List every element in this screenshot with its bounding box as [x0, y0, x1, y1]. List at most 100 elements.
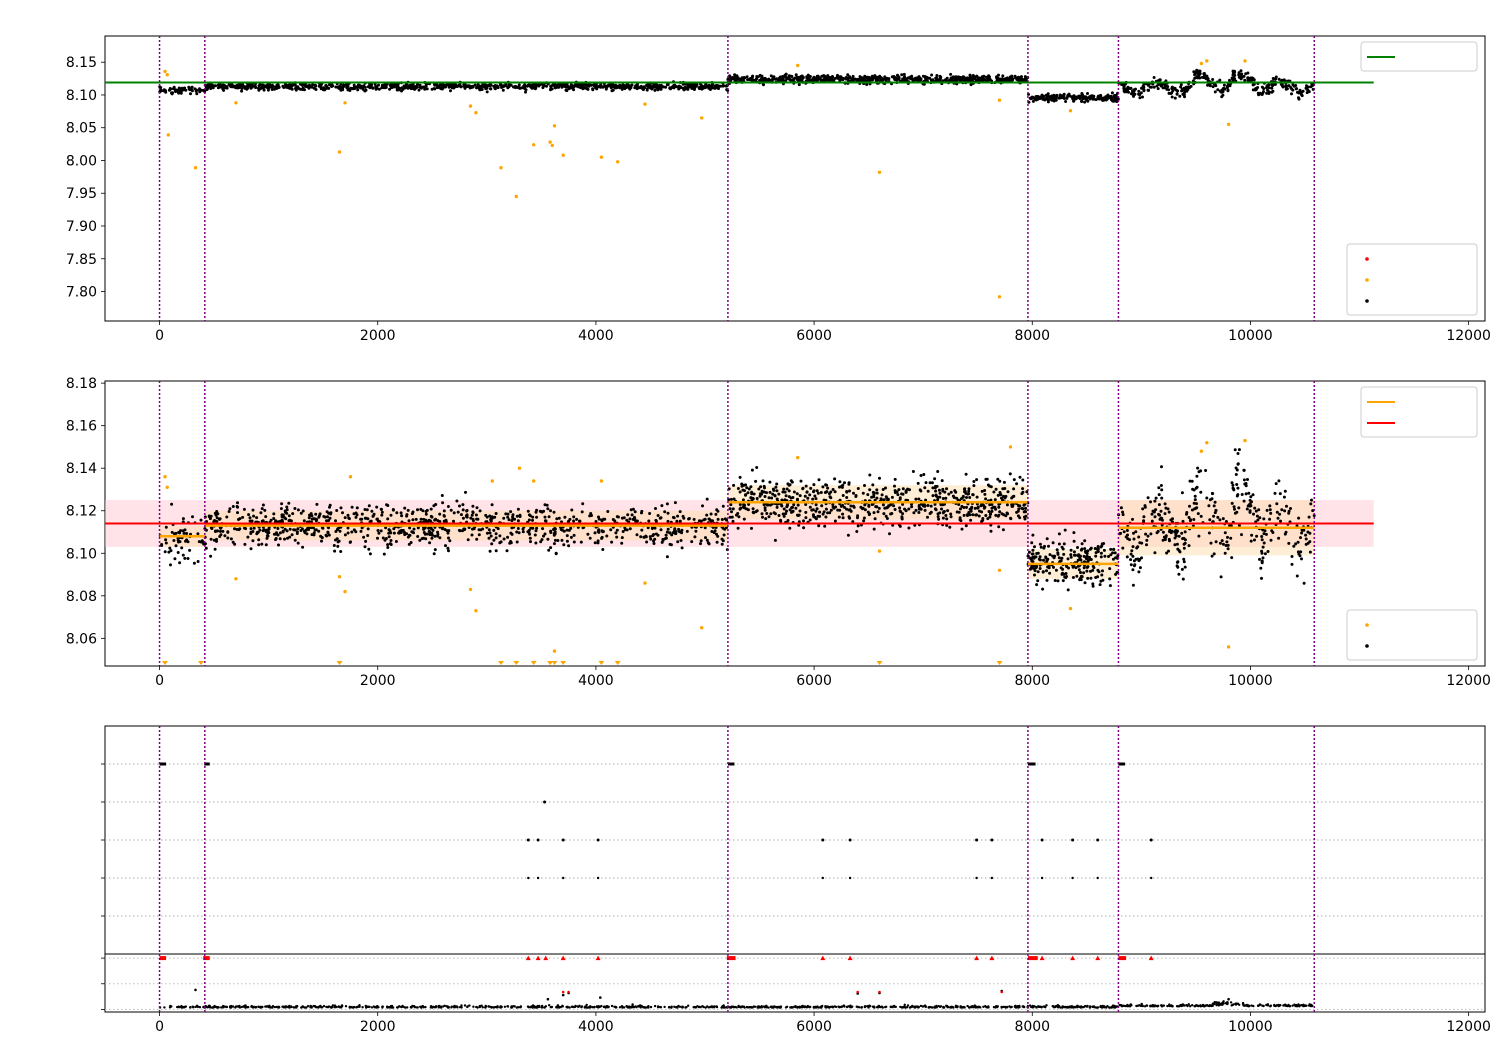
data-point: [309, 85, 313, 89]
data-point: [191, 515, 194, 519]
highlighted-point: [348, 475, 353, 479]
data-point: [208, 517, 212, 521]
data-point: [866, 493, 870, 497]
data-point: [1182, 93, 1186, 97]
data-point: [1176, 547, 1180, 551]
data-point: [947, 492, 951, 496]
data-point: [686, 87, 690, 91]
data-point: [863, 508, 867, 512]
data-point: [461, 503, 465, 507]
data-point: [738, 475, 742, 479]
data-point: [878, 476, 881, 480]
legend-dot-marker: [1365, 299, 1369, 303]
not-kalman-flag: [1118, 762, 1125, 766]
data-point: [443, 528, 447, 531]
data-point: [560, 538, 564, 542]
data-point: [360, 526, 364, 530]
data-point: [900, 492, 904, 496]
data-point: [209, 514, 213, 518]
data-point: [945, 487, 949, 491]
highlighted-point: [1226, 645, 1231, 649]
data-point: [710, 530, 714, 533]
data-point: [547, 515, 551, 519]
data-point: [732, 497, 736, 501]
dr-point: [220, 1006, 223, 1009]
x-tick-label: 4000: [578, 1019, 614, 1035]
data-point: [1022, 510, 1026, 514]
data-point: [922, 503, 926, 507]
data-point: [597, 85, 601, 89]
data-point: [1006, 77, 1010, 81]
data-point: [535, 515, 539, 519]
data-point: [1183, 90, 1186, 94]
data-point: [368, 552, 372, 556]
data-point: [327, 519, 331, 522]
data-point: [804, 484, 808, 488]
data-point: [246, 535, 250, 539]
data-point: [1222, 83, 1226, 87]
data-point: [879, 78, 883, 82]
data-point: [666, 511, 670, 515]
data-point: [557, 516, 561, 520]
data-point: [1253, 538, 1256, 542]
data-point: [1287, 509, 1291, 513]
data-point: [461, 508, 465, 512]
data-point: [406, 86, 410, 90]
data-point: [363, 508, 367, 511]
data-point: [944, 514, 948, 517]
data-point: [1047, 566, 1051, 570]
data-point: [841, 494, 845, 497]
data-point: [216, 83, 220, 87]
data-point: [761, 515, 764, 519]
data-point: [742, 483, 746, 487]
data-point: [1192, 518, 1196, 521]
data-point: [894, 78, 898, 82]
data-point: [697, 86, 701, 90]
data-point: [690, 87, 694, 90]
data-point: [634, 520, 638, 524]
data-point: [412, 527, 416, 531]
data-point: [259, 511, 263, 515]
data-point: [628, 87, 632, 91]
data-point: [488, 549, 492, 553]
data-point: [249, 532, 253, 535]
data-point: [534, 529, 538, 533]
x-tick-label: 2000: [360, 1019, 396, 1035]
data-point: [937, 488, 941, 492]
data-point: [277, 543, 280, 547]
data-point: [494, 532, 498, 536]
data-point: [919, 489, 923, 493]
data-point: [988, 503, 992, 507]
data-point: [806, 496, 810, 500]
data-point: [743, 506, 747, 510]
data-point: [1290, 562, 1294, 566]
dr-panel: 0 2000 4000 6000 8000 10000 12000: [101, 953, 1491, 1035]
data-point: [664, 85, 668, 89]
data-point: [183, 86, 187, 90]
data-point: [869, 78, 872, 82]
data-point: [680, 528, 684, 532]
data-point: [1289, 507, 1292, 510]
data-point: [505, 549, 509, 553]
data-point: [386, 517, 390, 521]
data-point: [797, 520, 801, 524]
data-point: [1229, 536, 1233, 540]
data-point: [764, 517, 768, 521]
highlighted-point: [343, 101, 347, 105]
data-point: [515, 514, 519, 518]
data-point: [281, 84, 285, 88]
data-point: [1266, 88, 1269, 92]
data-point: [490, 516, 494, 520]
data-point: [319, 84, 323, 88]
y-tick-label: 8.05: [66, 121, 97, 137]
data-point: [1167, 510, 1171, 514]
highlighted-point: [517, 466, 522, 470]
data-point: [1214, 84, 1218, 88]
data-point: [327, 526, 330, 530]
data-point: [313, 528, 317, 532]
data-point: [1175, 88, 1178, 92]
data-point: [270, 85, 274, 89]
data-point: [943, 490, 947, 494]
data-point: [865, 83, 869, 86]
data-point: [1210, 554, 1214, 558]
